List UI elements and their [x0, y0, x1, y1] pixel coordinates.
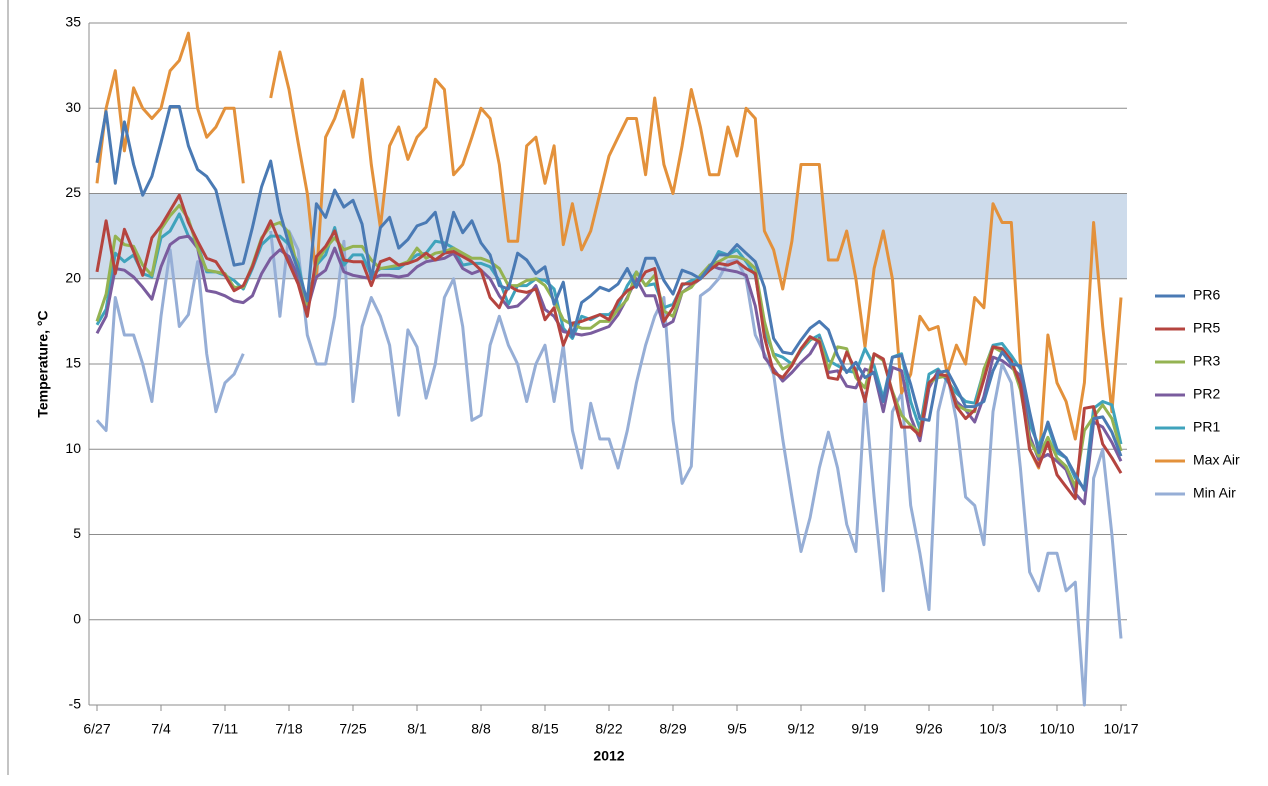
- y-tick-label: 0: [73, 610, 81, 626]
- series-line: [95, 31, 1123, 470]
- legend-label: PR1: [1193, 419, 1220, 435]
- x-tick-label: 8/15: [531, 721, 558, 737]
- x-tick-label: 9/19: [851, 721, 878, 737]
- legend-label: PR2: [1193, 386, 1220, 402]
- legend-label: PR3: [1193, 353, 1220, 369]
- legend-label: PR5: [1193, 320, 1220, 336]
- x-tick-label: 7/4: [151, 721, 171, 737]
- x-tick-label: 9/5: [727, 721, 747, 737]
- y-tick-label: 30: [65, 99, 81, 115]
- x-tick-label: 6/27: [83, 721, 110, 737]
- series-line: [95, 105, 1123, 492]
- highlight-band: [89, 193, 1127, 279]
- x-tick-label: 10/10: [1039, 721, 1074, 737]
- y-tick-label: 10: [65, 440, 81, 456]
- y-tick-label: 15: [65, 355, 81, 371]
- x-tick-label: 8/22: [595, 721, 622, 737]
- y-tick-label: -5: [69, 696, 82, 712]
- x-tick-label: 7/18: [275, 721, 302, 737]
- legend-label: PR6: [1193, 287, 1220, 303]
- legend-label: Min Air: [1193, 485, 1236, 501]
- x-tick-label: 8/1: [407, 721, 427, 737]
- y-tick-label: 20: [65, 269, 81, 285]
- series-line: [95, 193, 1123, 501]
- x-tick-label: 7/11: [212, 721, 238, 737]
- y-tick-label: 35: [65, 14, 81, 30]
- series-line: [95, 229, 1123, 707]
- y-tick-label: 5: [73, 525, 81, 541]
- x-tick-label: 10/3: [979, 721, 1006, 737]
- x-tick-label: 10/17: [1103, 721, 1138, 737]
- x-tick-label: 9/26: [915, 721, 942, 737]
- x-tick-label: 8/8: [471, 721, 491, 737]
- x-tick-label: 7/25: [339, 721, 366, 737]
- x-tick-label: 8/29: [659, 721, 686, 737]
- legend-label: Max Air: [1193, 452, 1240, 468]
- y-tick-label: 25: [65, 184, 81, 200]
- x-axis-title: 2012: [593, 748, 624, 764]
- y-axis-title: Temperature, °C: [35, 310, 51, 417]
- x-tick-label: 9/12: [787, 721, 814, 737]
